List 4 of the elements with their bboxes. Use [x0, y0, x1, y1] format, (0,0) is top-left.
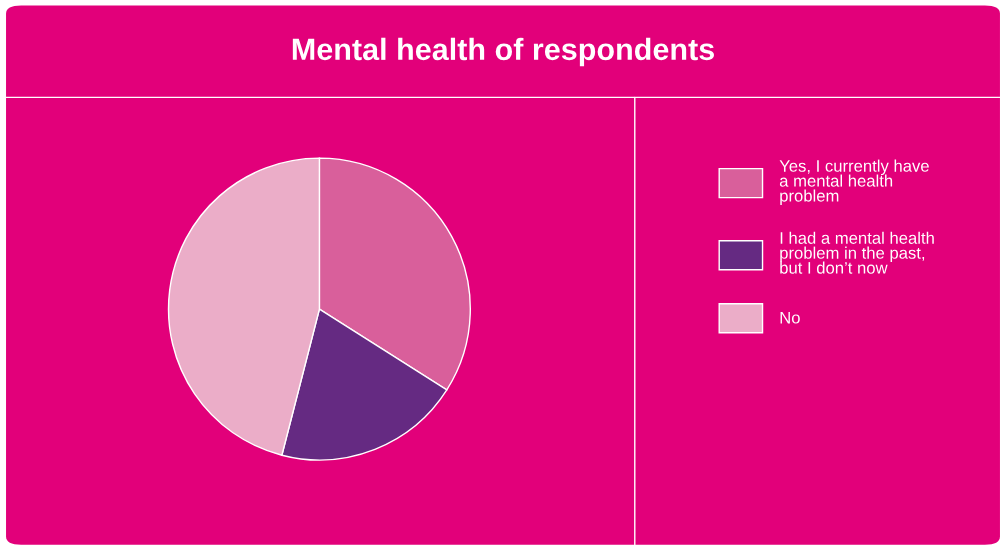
- legend-label: Yes, I currently have a mental health problem: [779, 159, 929, 205]
- legend-label: I had a mental health problem in the past, but I don’t now: [780, 231, 934, 274]
- chart-title: Mental health of respondents: [292, 37, 714, 67]
- legend-label: No: [780, 311, 800, 324]
